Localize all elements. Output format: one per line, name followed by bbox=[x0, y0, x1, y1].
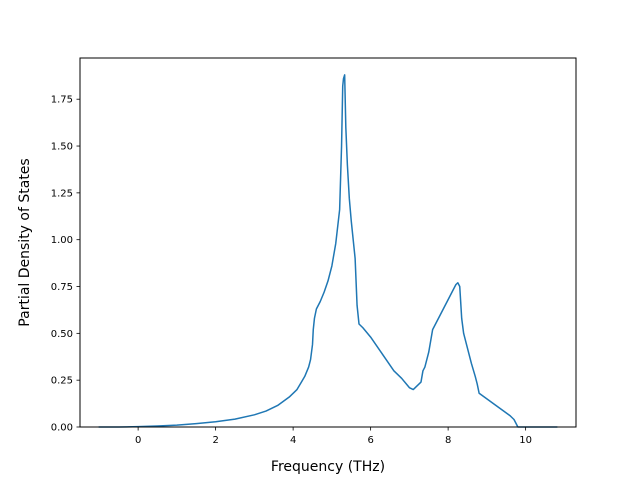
x-tick-label: 4 bbox=[290, 435, 296, 446]
y-tick-label: 1.50 bbox=[51, 142, 73, 153]
y-tick-label: 0.00 bbox=[51, 423, 73, 434]
y-tick-label: 1.00 bbox=[51, 235, 73, 246]
x-tick-label: 10 bbox=[519, 435, 532, 446]
y-tick-label: 1.75 bbox=[51, 95, 73, 106]
axes-frame bbox=[79, 57, 577, 428]
series-line-0 bbox=[98, 74, 558, 428]
plot-area bbox=[98, 74, 558, 428]
y-tick-label: 1.25 bbox=[51, 188, 73, 199]
axis-ticks: 0 2 4 6 8 10 0.00 0.25 0.50 0.75 1.00 1.25 1.50 1.75 bbox=[51, 95, 532, 446]
y-axis-label: Partial Density of States bbox=[17, 158, 33, 326]
x-tick-label: 8 bbox=[445, 435, 451, 446]
x-tick-label: 0 bbox=[135, 435, 141, 446]
y-tick-label: 0.50 bbox=[51, 329, 73, 340]
x-tick-label: 2 bbox=[212, 435, 218, 446]
x-tick-label: 6 bbox=[367, 435, 373, 446]
x-axis-label: Frequency (THz) bbox=[271, 459, 385, 475]
y-tick-label: 0.75 bbox=[51, 282, 73, 293]
y-tick-label: 0.25 bbox=[51, 376, 73, 387]
